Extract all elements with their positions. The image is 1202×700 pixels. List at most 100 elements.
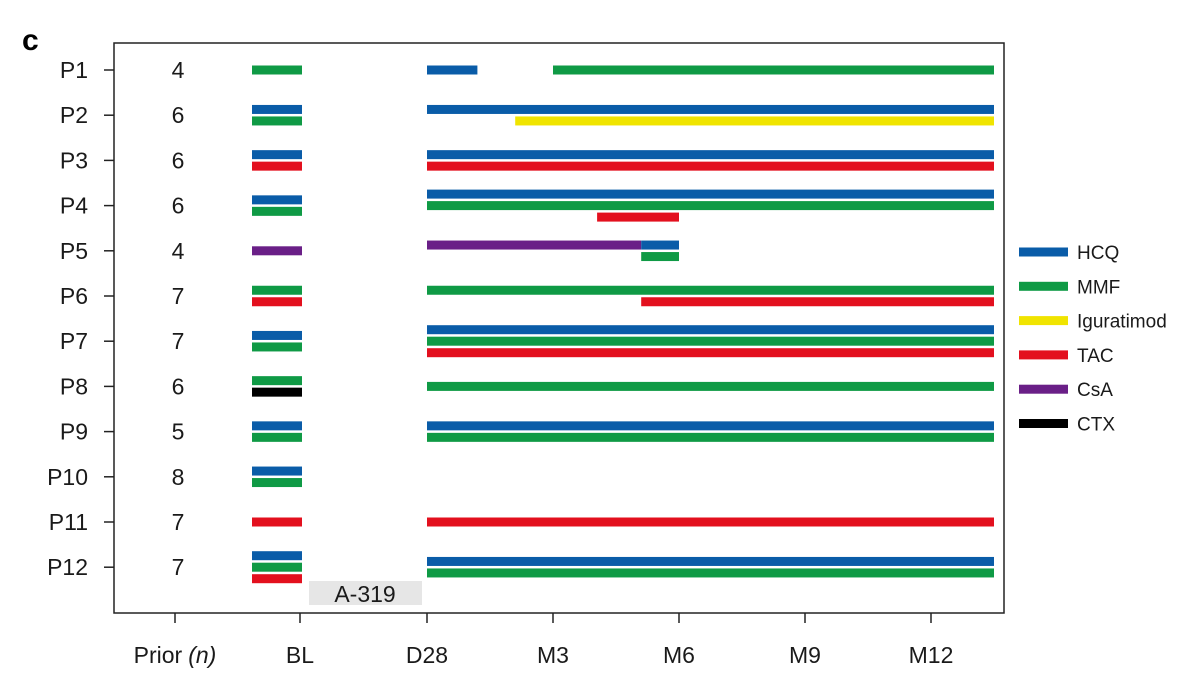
treatment-bar-hcq (427, 65, 478, 75)
patient-row-p10: P10 8 (47, 464, 302, 490)
baseline-bar-hcq (252, 551, 302, 561)
patient-row-p3: P3 6 (60, 147, 994, 173)
treatment-bar-hcq (641, 240, 679, 250)
plot-frame (113, 42, 1005, 614)
treatment-bar-tac (427, 161, 994, 171)
treatment-bar-hcq (427, 150, 994, 160)
legend: HCQ MMF Iguratimod TAC CsA CTX (1019, 243, 1167, 436)
patient-row-p2: P2 6 (60, 102, 994, 128)
treatment-bar-hcq (427, 556, 994, 566)
patient-row-p7: P7 7 (60, 325, 994, 358)
intervention-band-label: A-319 (334, 581, 395, 607)
prior-count: 6 (172, 147, 185, 173)
legend-label: HCQ (1077, 243, 1119, 264)
baseline-bar-mmf (252, 285, 302, 295)
patient-row-p6: P6 7 (60, 283, 994, 309)
patient-row-p12: P12 7 (47, 551, 994, 584)
row-label: P8 (60, 373, 88, 399)
x-tick-label-prior: Prior (n) (134, 642, 217, 668)
prior-count: 7 (172, 283, 185, 309)
prior-count: 6 (172, 373, 185, 399)
x-tick-label: M9 (789, 642, 821, 668)
row-label: P2 (60, 102, 88, 128)
treatment-bar-mmf (427, 568, 994, 578)
patient-row-p11: P11 7 (49, 509, 994, 535)
legend-swatch-iguratimod (1019, 316, 1068, 326)
treatment-bar-mmf (427, 381, 994, 391)
baseline-bar-ctx (252, 387, 302, 397)
treatment-bar-hcq (427, 189, 994, 199)
treatment-bar-tac (641, 297, 994, 307)
prior-count: 6 (172, 193, 185, 219)
treatment-bar-mmf (427, 285, 994, 295)
patient-row-p4: P4 6 (60, 189, 994, 222)
panel-letter: c (22, 24, 39, 57)
prior-count: 7 (172, 328, 185, 354)
x-tick-label: M12 (909, 642, 954, 668)
prior-count: 7 (172, 509, 185, 535)
patient-row-p9: P9 5 (60, 419, 994, 445)
row-label: P10 (47, 464, 88, 490)
baseline-bar-csa (252, 246, 302, 256)
legend-label: Iguratimod (1077, 312, 1167, 333)
baseline-bar-hcq (252, 421, 302, 431)
prior-label-text: Prior (134, 642, 183, 668)
patient-row-p5: P5 4 (60, 238, 679, 264)
baseline-bar-mmf (252, 206, 302, 216)
treatment-bar-tac (427, 348, 994, 358)
treatment-bar-mmf (427, 201, 994, 211)
row-label: P7 (60, 328, 88, 354)
baseline-bar-hcq (252, 330, 302, 340)
x-axis: Prior (n) BL D28 M3 M6 M9 M12 (134, 613, 954, 668)
row-label: P5 (60, 238, 88, 264)
treatment-bar-tac (597, 212, 679, 222)
legend-label: CTX (1077, 415, 1115, 436)
row-label: P1 (60, 57, 88, 83)
prior-count: 5 (172, 419, 185, 445)
baseline-bar-hcq (252, 195, 302, 205)
prior-count: 4 (172, 57, 185, 83)
row-label: P4 (60, 193, 88, 219)
baseline-bar-tac (252, 161, 302, 171)
baseline-bar-tac (252, 517, 302, 527)
baseline-bar-mmf (252, 65, 302, 75)
treatment-bar-hcq (427, 325, 994, 335)
row-label: P12 (47, 554, 88, 580)
baseline-bar-mmf (252, 478, 302, 488)
treatment-bar-iguratimod (515, 116, 994, 126)
prior-label-var: (n) (188, 642, 216, 668)
x-tick-label: M6 (663, 642, 695, 668)
treatment-bar-mmf (553, 65, 994, 75)
patient-row-p8: P8 6 (60, 373, 994, 399)
row-label: P9 (60, 419, 88, 445)
legend-label: TAC (1077, 346, 1114, 367)
row-label: P6 (60, 283, 88, 309)
treatment-bar-tac (427, 517, 994, 527)
baseline-bar-hcq (252, 466, 302, 476)
legend-swatch-mmf (1019, 281, 1068, 291)
legend-swatch-csa (1019, 384, 1068, 394)
prior-count: 6 (172, 102, 185, 128)
patient-rows: P1 4 P2 6 P3 6 P4 6 P5 4 P6 7 P7 7 P8 6 P9 5 P10 8 P11 7 P12 7 (47, 57, 994, 584)
legend-swatch-ctx (1019, 419, 1068, 428)
prior-count: 7 (172, 554, 185, 580)
baseline-bar-mmf (252, 432, 302, 442)
baseline-bar-hcq (252, 104, 302, 114)
patient-row-p1: P1 4 (60, 57, 994, 83)
row-label: P11 (49, 509, 88, 535)
prior-count: 4 (172, 238, 185, 264)
treatment-bar-mmf (641, 252, 679, 262)
baseline-bar-mmf (252, 376, 302, 386)
baseline-bar-mmf (252, 562, 302, 572)
x-tick-label: BL (286, 642, 314, 668)
legend-swatch-tac (1019, 350, 1068, 360)
baseline-bar-tac (252, 574, 302, 584)
intervention-band (309, 581, 422, 605)
treatment-bar-csa (427, 240, 642, 250)
baseline-bar-mmf (252, 342, 302, 352)
row-label: P3 (60, 147, 88, 173)
treatment-bar-mmf (427, 432, 994, 442)
baseline-bar-hcq (252, 150, 302, 160)
prior-count: 8 (172, 464, 185, 490)
